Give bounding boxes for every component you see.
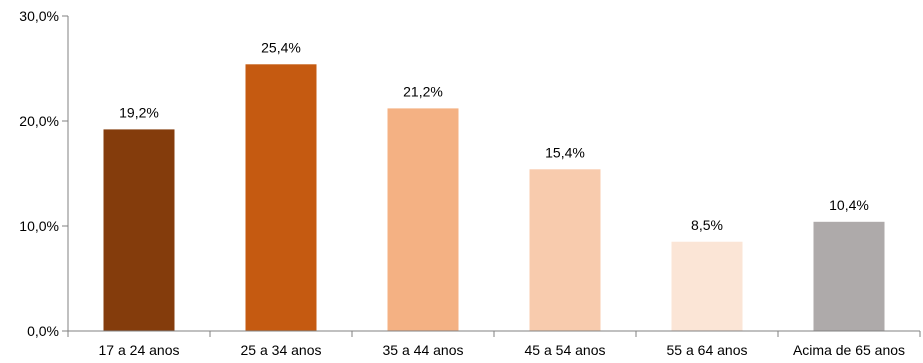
data-label-1: 19,2% [119,104,159,120]
category-label-2: 25 a 34 anos [241,342,322,358]
bar-2 [245,64,317,332]
bar-5 [671,241,743,331]
bar-4 [529,169,601,331]
y-tick-label: 10,0% [19,218,59,234]
bar-1 [103,129,175,331]
bar-3 [387,108,459,332]
y-tick-label: 20,0% [19,113,59,129]
data-label-3: 21,2% [403,83,443,99]
category-label-5: 55 a 64 anos [667,342,748,358]
bars [103,64,885,332]
data-label-4: 15,4% [545,144,585,160]
data-labels: 19,2% 25,4% 21,2% 15,4% 8,5% 10,4% [119,39,869,232]
category-label-4: 45 a 54 anos [525,342,606,358]
y-tick-label: 0,0% [27,323,59,339]
bar-6 [813,221,885,331]
data-label-2: 25,4% [261,39,301,55]
category-label-3: 35 a 44 anos [383,342,464,358]
data-label-5: 8,5% [691,217,723,233]
category-label-6: Acima de 65 anos [793,342,905,358]
x-axis: 17 a 24 anos 25 a 34 anos 35 a 44 anos 45 a… [67,330,921,358]
y-axis: 0,0% 10,0% 20,0% 30,0% [19,8,69,339]
category-label-1: 17 a 24 anos [99,342,180,358]
y-tick-label: 30,0% [19,8,59,24]
data-label-6: 10,4% [829,197,869,213]
